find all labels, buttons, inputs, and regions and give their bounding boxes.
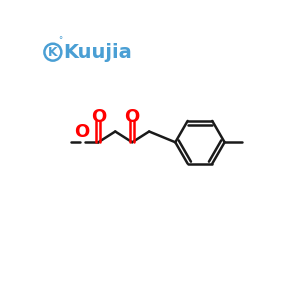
- Text: O: O: [91, 108, 106, 126]
- Text: O: O: [74, 123, 90, 141]
- Text: °: °: [58, 36, 62, 45]
- Text: Kuujia: Kuujia: [64, 43, 132, 62]
- Text: K: K: [48, 46, 58, 59]
- Text: O: O: [124, 108, 140, 126]
